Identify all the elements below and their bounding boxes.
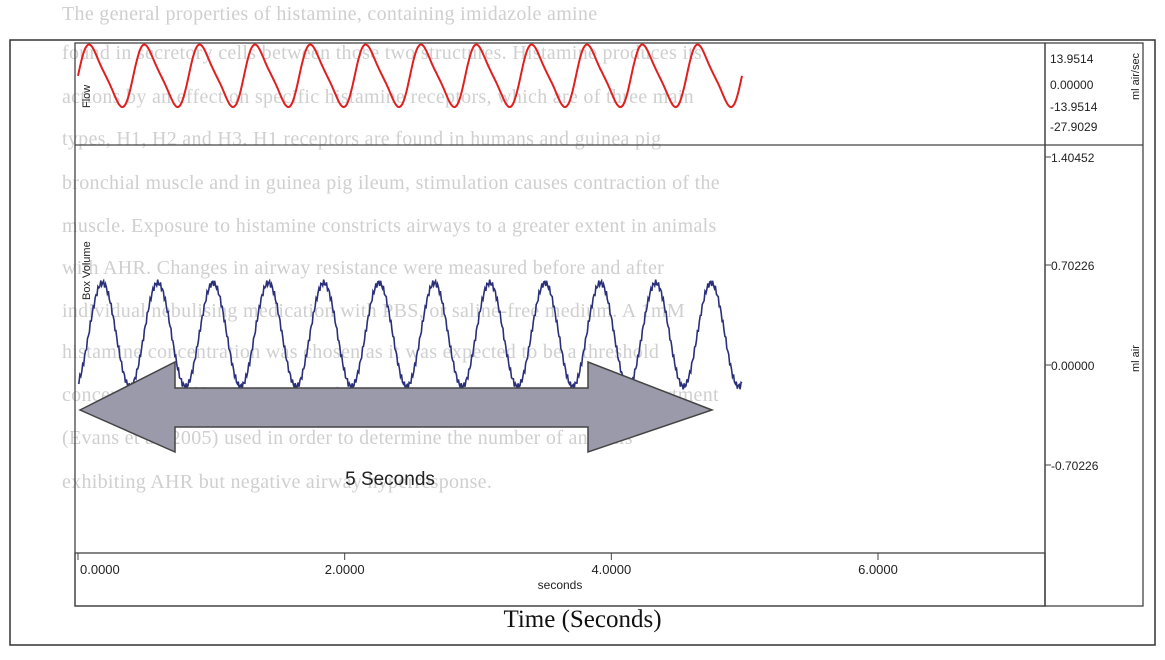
volume-unit-label: ml air xyxy=(1130,345,1142,372)
background-text-line: The general properties of histamine, con… xyxy=(62,3,598,25)
volume-tick-label: 0.70226 xyxy=(1051,259,1095,273)
x-axis-label: seconds xyxy=(538,578,583,592)
x-tick-label: 4.0000 xyxy=(591,562,631,577)
flow-line xyxy=(77,43,743,109)
flow-tick-label: 0.00000 xyxy=(1050,78,1094,92)
background-text-line: bronchial muscle and in guinea pig ileum… xyxy=(62,172,720,194)
background-text-line: histamine concentration was chosen as it… xyxy=(62,341,660,363)
double-arrow xyxy=(78,360,715,454)
flow-tick-label: -13.9514 xyxy=(1050,100,1098,114)
volume-tick-label: -0.70226 xyxy=(1051,459,1099,473)
volume-line xyxy=(77,278,743,392)
volume-tick-label: 1.40452 xyxy=(1051,151,1095,165)
background-text-line: actions by an effect on specific histami… xyxy=(62,86,694,108)
background-text-line: found in secretory cells between those t… xyxy=(62,42,703,64)
x-axis-frame xyxy=(74,552,1046,607)
time-caption: Time (Seconds) xyxy=(503,606,662,633)
volume-ylabel: Box Volume xyxy=(81,241,93,300)
flow-tick-label: 13.9514 xyxy=(1050,52,1094,66)
figure-frame xyxy=(9,39,1156,646)
background-text-line: exhibiting AHR but negative airway hyper… xyxy=(62,471,493,493)
volume-tick-label: 0.00000 xyxy=(1051,359,1095,373)
right-axis-column xyxy=(1044,42,1144,607)
x-tick-label: 2.0000 xyxy=(325,562,365,577)
plot-area xyxy=(74,42,1046,607)
flow-ylabel: Flow xyxy=(81,85,93,108)
flow-tick-label: -27.9029 xyxy=(1050,120,1098,134)
x-tick-label: 6.0000 xyxy=(858,562,898,577)
background-text-line: (Evans et al. 2005) used in order to det… xyxy=(62,427,633,449)
x-tick-label: 0.0000 xyxy=(80,562,120,577)
background-text-line: muscle. Exposure to histamine constricts… xyxy=(62,215,717,237)
background-text-line: with AHR. Changes in airway resistance w… xyxy=(62,257,665,279)
flow-unit-label: ml air/sec xyxy=(1130,52,1142,100)
background-text-line: individual nebulising medication with PB… xyxy=(62,300,685,322)
arrow-label: 5 Seconds xyxy=(345,469,435,490)
